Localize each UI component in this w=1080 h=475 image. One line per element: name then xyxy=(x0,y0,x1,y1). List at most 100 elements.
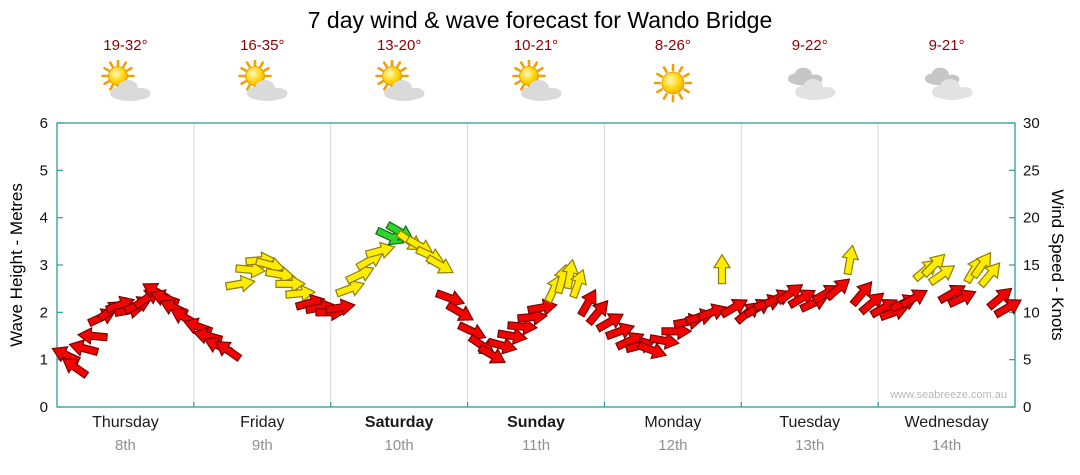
day-header-row: 19-32° 16-35° 13-20° 10-21° 8-26° 9-22° … xyxy=(57,37,1015,107)
right-axis-tick-label: 25 xyxy=(1023,162,1040,179)
watermark: www.seabreeze.com.au xyxy=(890,389,1007,401)
wind-arrow xyxy=(993,299,1022,319)
cloudy-icon xyxy=(781,59,839,107)
wind-arrow xyxy=(364,241,396,260)
wind-arrow xyxy=(595,313,624,333)
wind-arrow xyxy=(577,288,597,318)
wind-arrow xyxy=(986,287,1013,311)
wind-arrow xyxy=(841,244,860,276)
day-label: Thursday 8th xyxy=(57,414,194,454)
day-name: Friday xyxy=(240,414,285,431)
wind-arrow xyxy=(648,332,680,350)
wind-arrow xyxy=(775,284,804,306)
left-axis-tick-label: 6 xyxy=(40,115,48,132)
wind-arrow xyxy=(585,299,609,327)
right-axis-tick-label: 5 xyxy=(1023,352,1031,369)
wind-arrow xyxy=(920,253,946,279)
wind-arrow xyxy=(526,298,558,317)
wind-arrow xyxy=(334,279,366,298)
day-label: Sunday 11th xyxy=(468,414,605,454)
right-axis-tick-label: 15 xyxy=(1023,257,1040,274)
day-label: Wednesday 14th xyxy=(878,414,1015,454)
wind-arrow xyxy=(375,226,405,246)
wind-arrow xyxy=(849,281,873,308)
day-date: 10th xyxy=(384,437,414,454)
wind-arrow xyxy=(68,339,100,357)
day-date: 11th xyxy=(521,437,551,454)
right-axis-tick-label: 30 xyxy=(1023,115,1040,132)
wind-arrow xyxy=(477,344,506,364)
partly-cloudy-icon xyxy=(370,59,428,107)
day-label: Monday 12th xyxy=(604,414,741,454)
day-column: 13-20° xyxy=(331,37,468,107)
wind-arrow xyxy=(76,326,108,345)
wind-arrow xyxy=(927,265,956,287)
day-temperature: 10-21° xyxy=(513,37,559,54)
day-temperature: 9-22° xyxy=(791,37,828,54)
day-date: 13th xyxy=(795,437,825,454)
day-label-row: Thursday 8th Friday 9th Saturday 10th Su… xyxy=(57,414,1015,454)
wind-arrow xyxy=(285,284,317,303)
right-axis-tick-label: 0 xyxy=(1023,399,1031,416)
wind-arrow xyxy=(445,301,474,321)
partly-cloudy-icon xyxy=(507,59,565,107)
day-temperature: 9-21° xyxy=(928,37,965,54)
partly-cloudy-icon xyxy=(233,59,291,107)
day-column: 8-26° xyxy=(604,37,741,107)
sunny-icon xyxy=(644,59,702,107)
day-column: 9-21° xyxy=(878,37,1015,107)
wind-arrow xyxy=(496,327,528,346)
wind-arrow xyxy=(569,268,588,300)
day-name: Thursday xyxy=(92,414,159,431)
partly-cloudy-icon xyxy=(96,59,154,107)
wind-arrow xyxy=(507,317,539,336)
right-axis-title: Wind Speed - Knots xyxy=(1048,189,1067,341)
day-label: Tuesday 13th xyxy=(741,414,878,454)
cloudy-icon xyxy=(918,59,976,107)
wind-arrow xyxy=(970,251,992,280)
day-label: Saturday 10th xyxy=(331,414,468,454)
day-column: 10-21° xyxy=(468,37,605,107)
day-temperature: 13-20° xyxy=(376,37,422,54)
day-column: 9-22° xyxy=(741,37,878,107)
day-date: 9th xyxy=(251,437,273,454)
day-name: Wednesday xyxy=(904,414,989,431)
day-label: Friday 9th xyxy=(194,414,331,454)
day-temperature: 16-35° xyxy=(240,37,285,54)
wind-arrow xyxy=(561,258,580,290)
wind-arrow xyxy=(324,298,356,317)
left-axis-tick-label: 5 xyxy=(40,162,48,179)
wind-arrow xyxy=(787,289,816,309)
day-name: Sunday xyxy=(507,414,565,431)
wind-arrow xyxy=(615,331,645,351)
wind-arrow xyxy=(275,274,307,293)
wind-arrow xyxy=(486,337,518,355)
right-axis-tick-label: 10 xyxy=(1023,304,1040,321)
day-temperature: 19-32° xyxy=(103,37,148,54)
page-title: 7 day wind & wave forecast for Wando Bri… xyxy=(307,7,773,33)
wind-arrow xyxy=(434,289,466,308)
left-axis-tick-label: 3 xyxy=(40,257,48,274)
wind-arrow xyxy=(61,357,90,379)
wind-arrow xyxy=(214,340,243,362)
left-axis-tick-label: 1 xyxy=(40,352,48,369)
wind-arrow xyxy=(719,299,748,319)
wind-arrow xyxy=(636,341,668,360)
left-axis-tick-label: 2 xyxy=(40,304,48,321)
day-column: 19-32° xyxy=(57,37,194,107)
wind-arrow xyxy=(899,289,928,309)
wind-arrow xyxy=(858,292,885,316)
day-date: 14th xyxy=(931,437,962,454)
right-axis-tick-label: 20 xyxy=(1023,210,1040,227)
left-axis-title: Wave Height - Metres xyxy=(7,183,26,347)
wind-arrow xyxy=(977,262,1001,289)
day-temperature: 8-26° xyxy=(654,37,691,54)
day-date: 8th xyxy=(115,437,136,454)
day-name: Tuesday xyxy=(779,414,841,431)
day-date: 12th xyxy=(658,437,688,454)
left-axis-tick-label: 4 xyxy=(40,210,48,227)
day-column: 16-35° xyxy=(194,37,331,107)
wind-arrow xyxy=(425,254,454,274)
